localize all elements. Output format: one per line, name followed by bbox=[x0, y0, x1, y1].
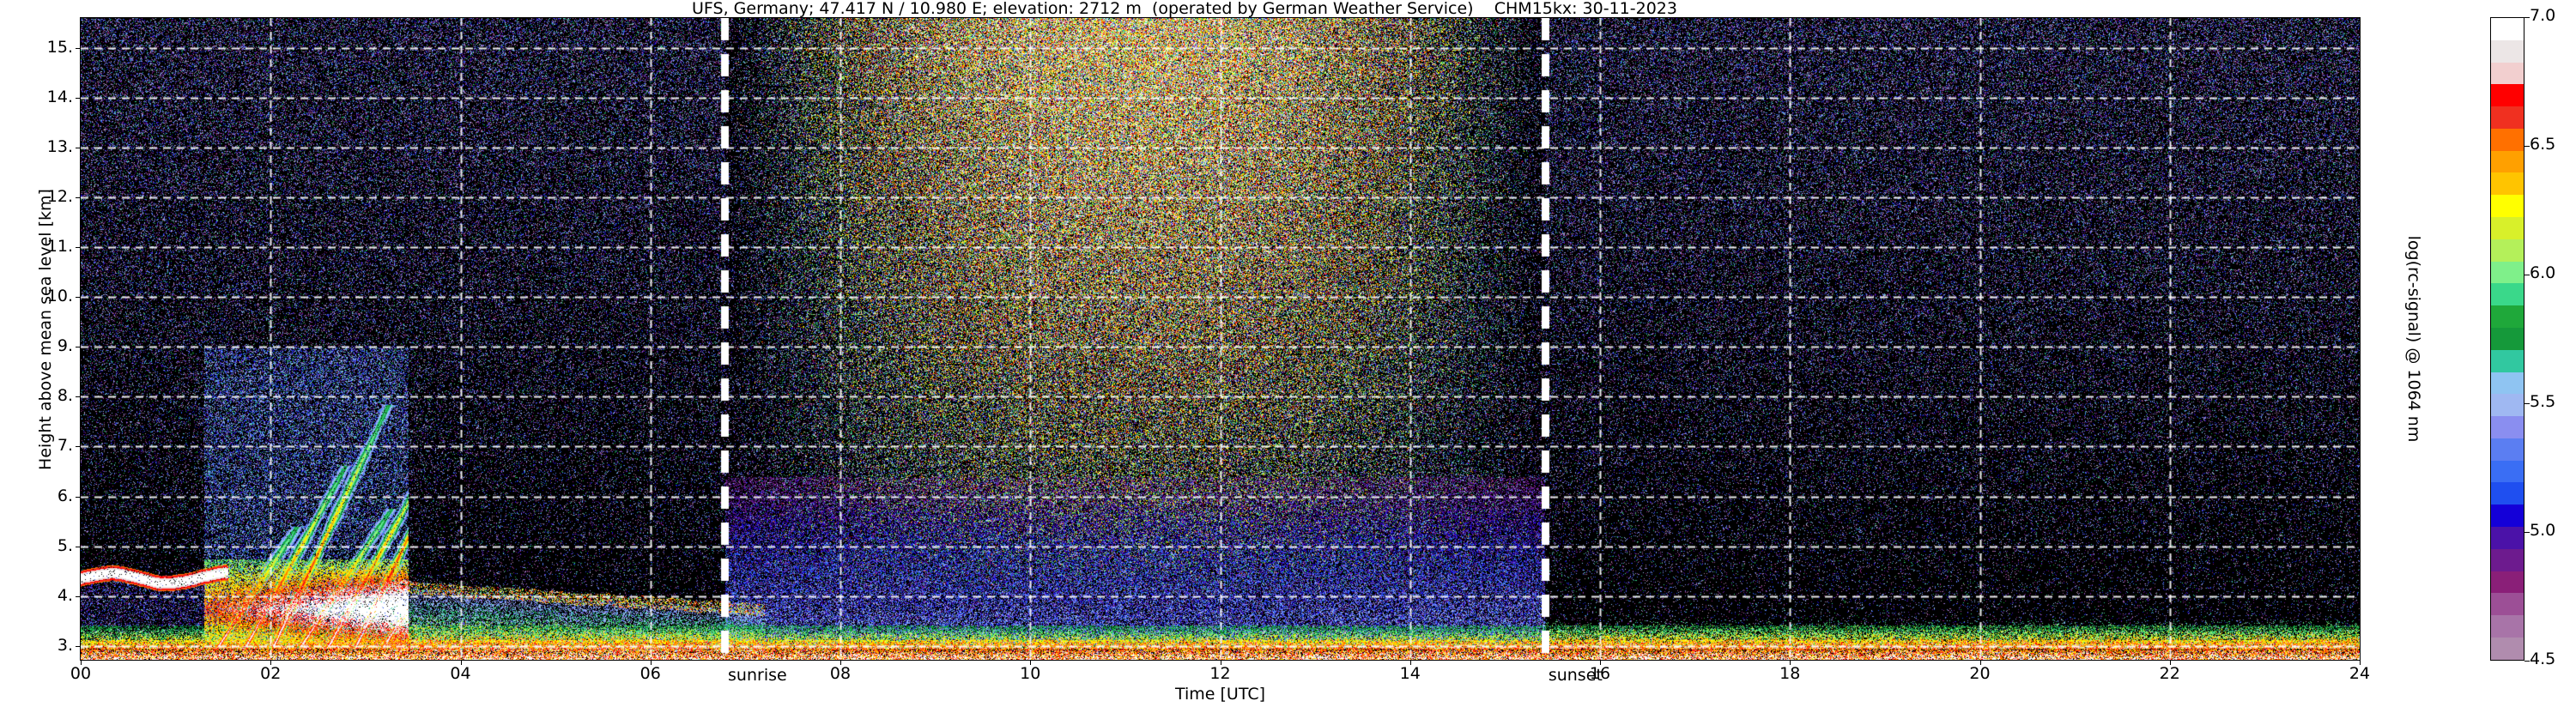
y-tick-label: 10. bbox=[46, 287, 73, 306]
sunrise-label: sunrise bbox=[728, 666, 787, 685]
plot-area bbox=[80, 17, 2361, 661]
y-tick-mark bbox=[76, 297, 80, 299]
colorbar-swatch bbox=[2491, 615, 2524, 638]
x-tick-label: 22 bbox=[2159, 664, 2180, 683]
x-axis-label: Time [UTC] bbox=[1174, 685, 1266, 704]
colorbar-swatch bbox=[2491, 327, 2524, 350]
colorbar-swatch bbox=[2491, 150, 2524, 173]
colorbar-swatch bbox=[2491, 283, 2524, 306]
y-tick-mark bbox=[76, 645, 80, 647]
x-tick-label: 14 bbox=[1399, 664, 1421, 683]
x-tick-mark bbox=[1979, 661, 1981, 665]
x-tick-mark bbox=[1790, 661, 1791, 665]
y-tick-mark bbox=[76, 496, 80, 498]
y-tick-mark bbox=[76, 197, 80, 199]
y-tick-label: 13. bbox=[46, 136, 73, 156]
colorbar-swatch bbox=[2491, 39, 2524, 63]
colorbar-tick-label: 5.0 bbox=[2530, 521, 2556, 540]
x-tick-mark bbox=[270, 661, 272, 665]
colorbar-swatch bbox=[2491, 372, 2524, 395]
colorbar-tick-mark bbox=[2524, 403, 2530, 404]
colorbar-swatch bbox=[2491, 394, 2524, 417]
colorbar-swatch bbox=[2491, 239, 2524, 262]
x-tick-mark bbox=[81, 661, 82, 665]
colorbar-swatch bbox=[2491, 416, 2524, 438]
colorbar-tick-label: 5.5 bbox=[2530, 392, 2556, 411]
colorbar-swatch bbox=[2491, 84, 2524, 107]
y-tick-label: 5. bbox=[57, 535, 73, 555]
x-tick-mark bbox=[1409, 661, 1411, 665]
colorbar-tick-mark bbox=[2524, 146, 2530, 147]
colorbar-tick-label: 4.5 bbox=[2530, 650, 2556, 668]
y-tick-mark bbox=[76, 595, 80, 597]
y-tick-label: 8. bbox=[57, 386, 73, 406]
x-tick-label: 08 bbox=[829, 664, 852, 683]
y-tick-label: 14. bbox=[46, 87, 73, 106]
x-tick-label: 16 bbox=[1589, 664, 1611, 683]
sunset-label: sunset bbox=[1548, 666, 1603, 685]
colorbar-tick-mark bbox=[2524, 661, 2530, 662]
y-tick-label: 11. bbox=[46, 237, 73, 257]
x-tick-mark bbox=[2360, 661, 2361, 665]
colorbar-swatch bbox=[2491, 460, 2524, 483]
x-tick-label: 04 bbox=[450, 664, 471, 683]
colorbar-swatch bbox=[2491, 261, 2524, 284]
colorbar-swatch bbox=[2491, 128, 2524, 151]
x-tick-label: 24 bbox=[2349, 664, 2371, 683]
colorbar-swatch bbox=[2491, 106, 2524, 129]
colorbar-swatch bbox=[2491, 571, 2524, 594]
backscatter-heatmap bbox=[81, 18, 2360, 660]
colorbar-swatch bbox=[2491, 172, 2524, 196]
colorbar-swatch bbox=[2491, 548, 2524, 571]
colorbar-swatch bbox=[2491, 482, 2524, 505]
colorbar-tick-label: 7.0 bbox=[2530, 6, 2556, 25]
y-tick-label: 6. bbox=[57, 486, 73, 505]
y-tick-label: 12. bbox=[46, 187, 73, 207]
x-tick-mark bbox=[840, 661, 841, 665]
y-tick-label: 9. bbox=[57, 336, 73, 356]
figure-title: UFS, Germany; 47.417 N / 10.980 E; eleva… bbox=[692, 0, 1677, 18]
colorbar-swatch bbox=[2491, 637, 2524, 660]
y-tick-mark bbox=[76, 396, 80, 398]
x-tick-label: 10 bbox=[1020, 664, 1041, 683]
x-tick-mark bbox=[1600, 661, 1601, 665]
x-tick-label: 18 bbox=[1779, 664, 1801, 683]
colorbar-swatch bbox=[2491, 526, 2524, 549]
x-tick-mark bbox=[650, 661, 652, 665]
y-tick-mark bbox=[76, 97, 80, 99]
colorbar-tick-mark bbox=[2524, 532, 2530, 533]
y-tick-label: 4. bbox=[57, 585, 73, 605]
colorbar bbox=[2490, 17, 2524, 661]
colorbar-swatch bbox=[2491, 349, 2524, 372]
colorbar-swatch bbox=[2491, 305, 2524, 328]
y-tick-label: 3. bbox=[57, 635, 73, 655]
colorbar-swatch bbox=[2491, 438, 2524, 461]
colorbar-swatch bbox=[2491, 593, 2524, 616]
y-tick-label: 7. bbox=[57, 436, 73, 456]
y-tick-mark bbox=[76, 247, 80, 249]
colorbar-swatch bbox=[2491, 18, 2524, 40]
x-tick-label: 20 bbox=[1969, 664, 1991, 683]
x-tick-label: 06 bbox=[639, 664, 661, 683]
colorbar-swatch bbox=[2491, 62, 2524, 85]
x-tick-mark bbox=[1030, 661, 1032, 665]
x-tick-label: 12 bbox=[1209, 664, 1231, 683]
x-tick-mark bbox=[460, 661, 462, 665]
colorbar-swatch bbox=[2491, 505, 2524, 527]
colorbar-tick-label: 6.5 bbox=[2530, 135, 2556, 154]
colorbar-tick-label: 6.0 bbox=[2530, 263, 2556, 282]
x-tick-mark bbox=[2169, 661, 2171, 665]
colorbar-swatch bbox=[2491, 195, 2524, 218]
colorbar-label: log(rc-signal) @ 1064 nm bbox=[2404, 235, 2423, 443]
colorbar-tick-mark bbox=[2524, 17, 2530, 18]
colorbar-gradient bbox=[2490, 17, 2524, 661]
colorbar-swatch bbox=[2491, 217, 2524, 239]
y-tick-mark bbox=[76, 446, 80, 448]
y-tick-mark bbox=[76, 47, 80, 49]
x-tick-label: 02 bbox=[260, 664, 282, 683]
y-tick-label: 15. bbox=[46, 37, 73, 57]
x-tick-label: 00 bbox=[70, 664, 92, 683]
